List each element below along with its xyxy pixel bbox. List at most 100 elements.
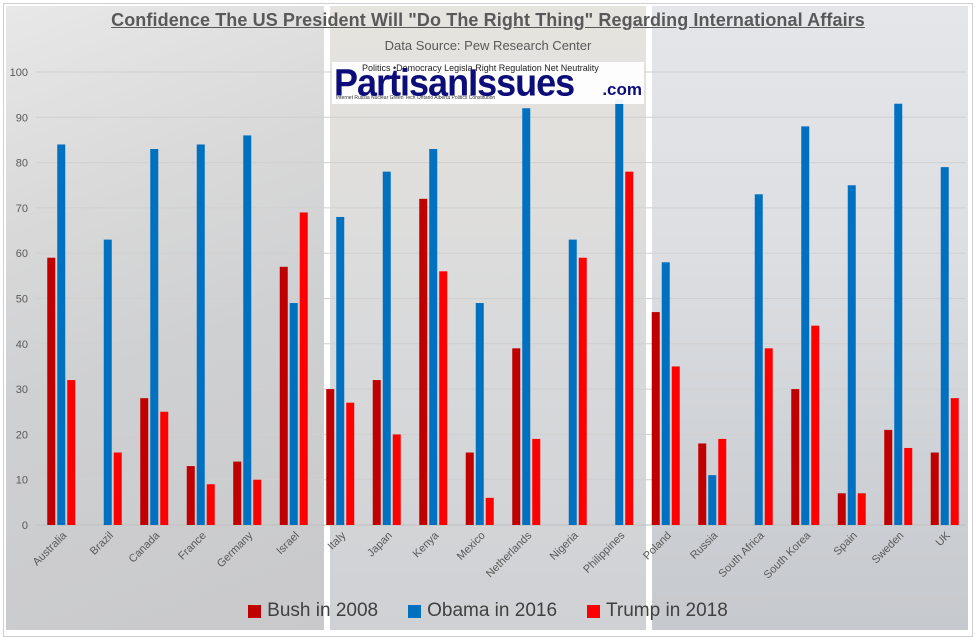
y-tick-label: 30 — [16, 384, 28, 396]
bar-obama-in-2016-nigeria — [568, 239, 577, 526]
bar-obama-in-2016-israel — [289, 303, 298, 525]
x-tick-label: Japan — [365, 530, 395, 560]
bar-bush-in-2008-spain — [837, 493, 846, 525]
background-photo-obama — [652, 6, 968, 630]
y-tick-label: 40 — [16, 339, 28, 351]
x-tick-label: UK — [934, 529, 954, 549]
bar-trump-in-2018-south-korea — [811, 325, 820, 525]
x-tick-label: Nigeria — [548, 529, 582, 563]
bar-obama-in-2016-italy — [336, 216, 345, 525]
bar-obama-in-2016-uk — [940, 167, 949, 525]
bar-bush-in-2008-netherlands — [512, 348, 521, 525]
bar-obama-in-2016-south-africa — [754, 194, 763, 525]
background-photo-trump — [330, 6, 646, 630]
partisanissues-logo: Politics •Democracy Legisla Right Regula… — [332, 62, 644, 104]
x-tick-label: Poland — [641, 530, 674, 563]
x-tick-label: Australia — [31, 529, 70, 568]
x-tick-label: Sweden — [870, 530, 907, 567]
bar-trump-in-2018-italy — [346, 402, 355, 525]
bar-obama-in-2016-russia — [708, 475, 717, 525]
x-tick-label: Russia — [688, 529, 721, 562]
bar-bush-in-2008-mexico — [465, 452, 474, 525]
bar-obama-in-2016-mexico — [475, 303, 484, 525]
legend-swatch-obama — [408, 604, 422, 618]
logo-word-cloud-bottom: Internet Russia Nuclear Green Tech Ontar… — [336, 95, 496, 101]
y-tick-label: 60 — [16, 248, 28, 260]
y-tick-label: 90 — [16, 112, 28, 124]
legend-label-obama: Obama in 2016 — [427, 600, 558, 621]
bar-trump-in-2018-russia — [718, 438, 727, 525]
bar-bush-in-2008-kenya — [419, 198, 428, 525]
y-tick-label: 100 — [10, 67, 28, 79]
bar-obama-in-2016-spain — [847, 185, 856, 525]
bar-obama-in-2016-sweden — [894, 103, 903, 526]
x-tick-label: Spain — [831, 530, 859, 558]
bar-obama-in-2016-philippines — [615, 99, 624, 526]
x-tick-label: Netherlands — [484, 529, 535, 580]
bar-trump-in-2018-germany — [253, 479, 262, 525]
legend-swatch-trump — [587, 604, 601, 618]
bar-obama-in-2016-netherlands — [522, 108, 531, 526]
x-tick-label: Brazil — [88, 530, 116, 558]
bar-obama-in-2016-south-korea — [801, 126, 810, 526]
x-tick-label: Kenya — [411, 529, 442, 560]
y-tick-label: 20 — [16, 429, 28, 441]
bar-trump-in-2018-nigeria — [578, 257, 587, 525]
x-tick-label: South Korea — [762, 529, 814, 581]
bar-trump-in-2018-brazil — [113, 452, 122, 525]
logo-suffix: .com — [602, 80, 642, 99]
bar-trump-in-2018-south-africa — [764, 348, 773, 525]
chart-title: Confidence The US President Will "Do The… — [111, 10, 865, 30]
x-tick-label: Philippines — [581, 529, 627, 575]
x-tick-label: Germany — [215, 529, 256, 570]
bar-bush-in-2008-poland — [651, 312, 660, 525]
bar-trump-in-2018-spain — [857, 493, 866, 525]
bar-trump-in-2018-france — [206, 484, 215, 525]
bar-bush-in-2008-canada — [140, 398, 149, 525]
bar-obama-in-2016-kenya — [429, 149, 438, 525]
bar-bush-in-2008-sweden — [884, 429, 893, 525]
x-tick-label: Mexico — [455, 530, 488, 563]
bar-obama-in-2016-poland — [661, 262, 670, 525]
chart-legend: Bush in 2008 Obama in 2016 Trump in 2018 — [0, 600, 976, 622]
y-tick-label: 0 — [22, 520, 28, 532]
y-tick-label: 70 — [16, 203, 28, 215]
bar-obama-in-2016-canada — [150, 149, 159, 525]
legend-swatch-bush — [248, 604, 262, 618]
bar-trump-in-2018-kenya — [439, 271, 448, 525]
bar-obama-in-2016-australia — [57, 144, 66, 526]
x-tick-label: France — [176, 530, 209, 563]
x-tick-label: South Africa — [716, 529, 767, 580]
bar-bush-in-2008-south-korea — [791, 389, 800, 525]
chart-subtitle: Data Source: Pew Research Center — [384, 38, 592, 53]
y-tick-label: 10 — [16, 475, 28, 487]
bar-trump-in-2018-uk — [950, 398, 959, 525]
bar-trump-in-2018-canada — [160, 411, 169, 525]
bar-bush-in-2008-uk — [930, 452, 939, 525]
bar-obama-in-2016-brazil — [103, 239, 112, 526]
legend-label-bush: Bush in 2008 — [267, 600, 379, 621]
bar-bush-in-2008-japan — [372, 380, 381, 525]
y-tick-label: 50 — [16, 294, 28, 306]
logo-text: PartisanIssues — [334, 62, 575, 104]
bar-obama-in-2016-france — [196, 144, 205, 526]
legend-label-trump: Trump in 2018 — [606, 600, 728, 621]
legend-item-obama: Obama in 2016 — [408, 600, 557, 622]
bar-trump-in-2018-sweden — [904, 447, 913, 525]
logo-word-cloud-top: Politics •Democracy Legisla Right Regula… — [362, 63, 599, 73]
x-tick-label: Israel — [274, 530, 302, 558]
bar-bush-in-2008-italy — [326, 389, 335, 525]
legend-item-bush: Bush in 2008 — [248, 600, 378, 622]
x-tick-label: Italy — [326, 529, 349, 552]
bar-trump-in-2018-australia — [67, 380, 76, 525]
bar-obama-in-2016-japan — [382, 171, 391, 525]
bar-bush-in-2008-israel — [279, 266, 288, 525]
legend-item-trump: Trump in 2018 — [587, 600, 728, 622]
bar-trump-in-2018-netherlands — [532, 438, 541, 525]
x-tick-label: Canada — [127, 529, 163, 565]
bar-obama-in-2016-germany — [243, 135, 252, 526]
bar-trump-in-2018-philippines — [625, 171, 634, 525]
bar-trump-in-2018-israel — [299, 212, 308, 525]
y-tick-label: 80 — [16, 158, 28, 170]
